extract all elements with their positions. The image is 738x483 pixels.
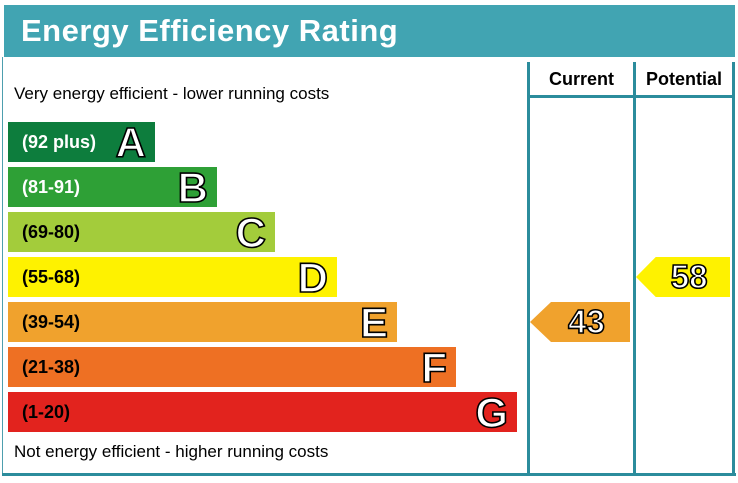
band-letter: D	[297, 254, 329, 301]
band-row-e: (39-54) E	[8, 299, 397, 346]
band-row-g: (1-20) G	[8, 389, 517, 436]
band-letter: A	[115, 119, 147, 166]
potential-rating-arrow: 58	[636, 257, 730, 297]
top-note: Very energy efficient - lower running co…	[14, 84, 330, 103]
band-range-label: (39-54)	[22, 312, 81, 332]
band-range-label: (21-38)	[22, 357, 81, 377]
band-row-d: (55-68) D	[8, 254, 337, 301]
table-divider-middle	[633, 62, 636, 476]
band-range-label: (92 plus)	[22, 132, 97, 152]
band-range-label: (81-91)	[22, 177, 81, 197]
band-letter: B	[177, 164, 209, 211]
current-rating-value: 43	[567, 302, 605, 341]
band-letter: G	[475, 389, 509, 436]
chart-title: Energy Efficiency Rating	[21, 13, 399, 48]
potential-rating-value: 58	[670, 257, 708, 296]
band-letter: E	[359, 299, 389, 346]
band-range-label: (55-68)	[22, 267, 81, 287]
bottom-border-line	[2, 473, 736, 476]
band-letter: F	[421, 344, 448, 391]
chart-title-bar: Energy Efficiency Rating	[4, 5, 735, 57]
band-row-a: (92 plus) A	[8, 119, 155, 166]
current-rating-arrow: 43	[530, 302, 630, 342]
band-row-c: (69-80) C	[8, 209, 275, 256]
bottom-note: Not energy efficient - higher running co…	[14, 442, 329, 461]
band-range-label: (69-80)	[22, 222, 81, 242]
column-header-potential: Potential	[645, 69, 722, 89]
table-border-right	[732, 62, 735, 476]
table-header-separator	[527, 95, 735, 98]
band-range-label: (1-20)	[22, 402, 71, 422]
band-letter: C	[235, 209, 267, 256]
table-divider-left	[527, 62, 530, 476]
band-row-f: (21-38) F	[8, 344, 456, 391]
band-row-b: (81-91) B	[8, 164, 217, 211]
left-border-line	[2, 57, 3, 476]
column-header-current: Current	[548, 69, 614, 89]
